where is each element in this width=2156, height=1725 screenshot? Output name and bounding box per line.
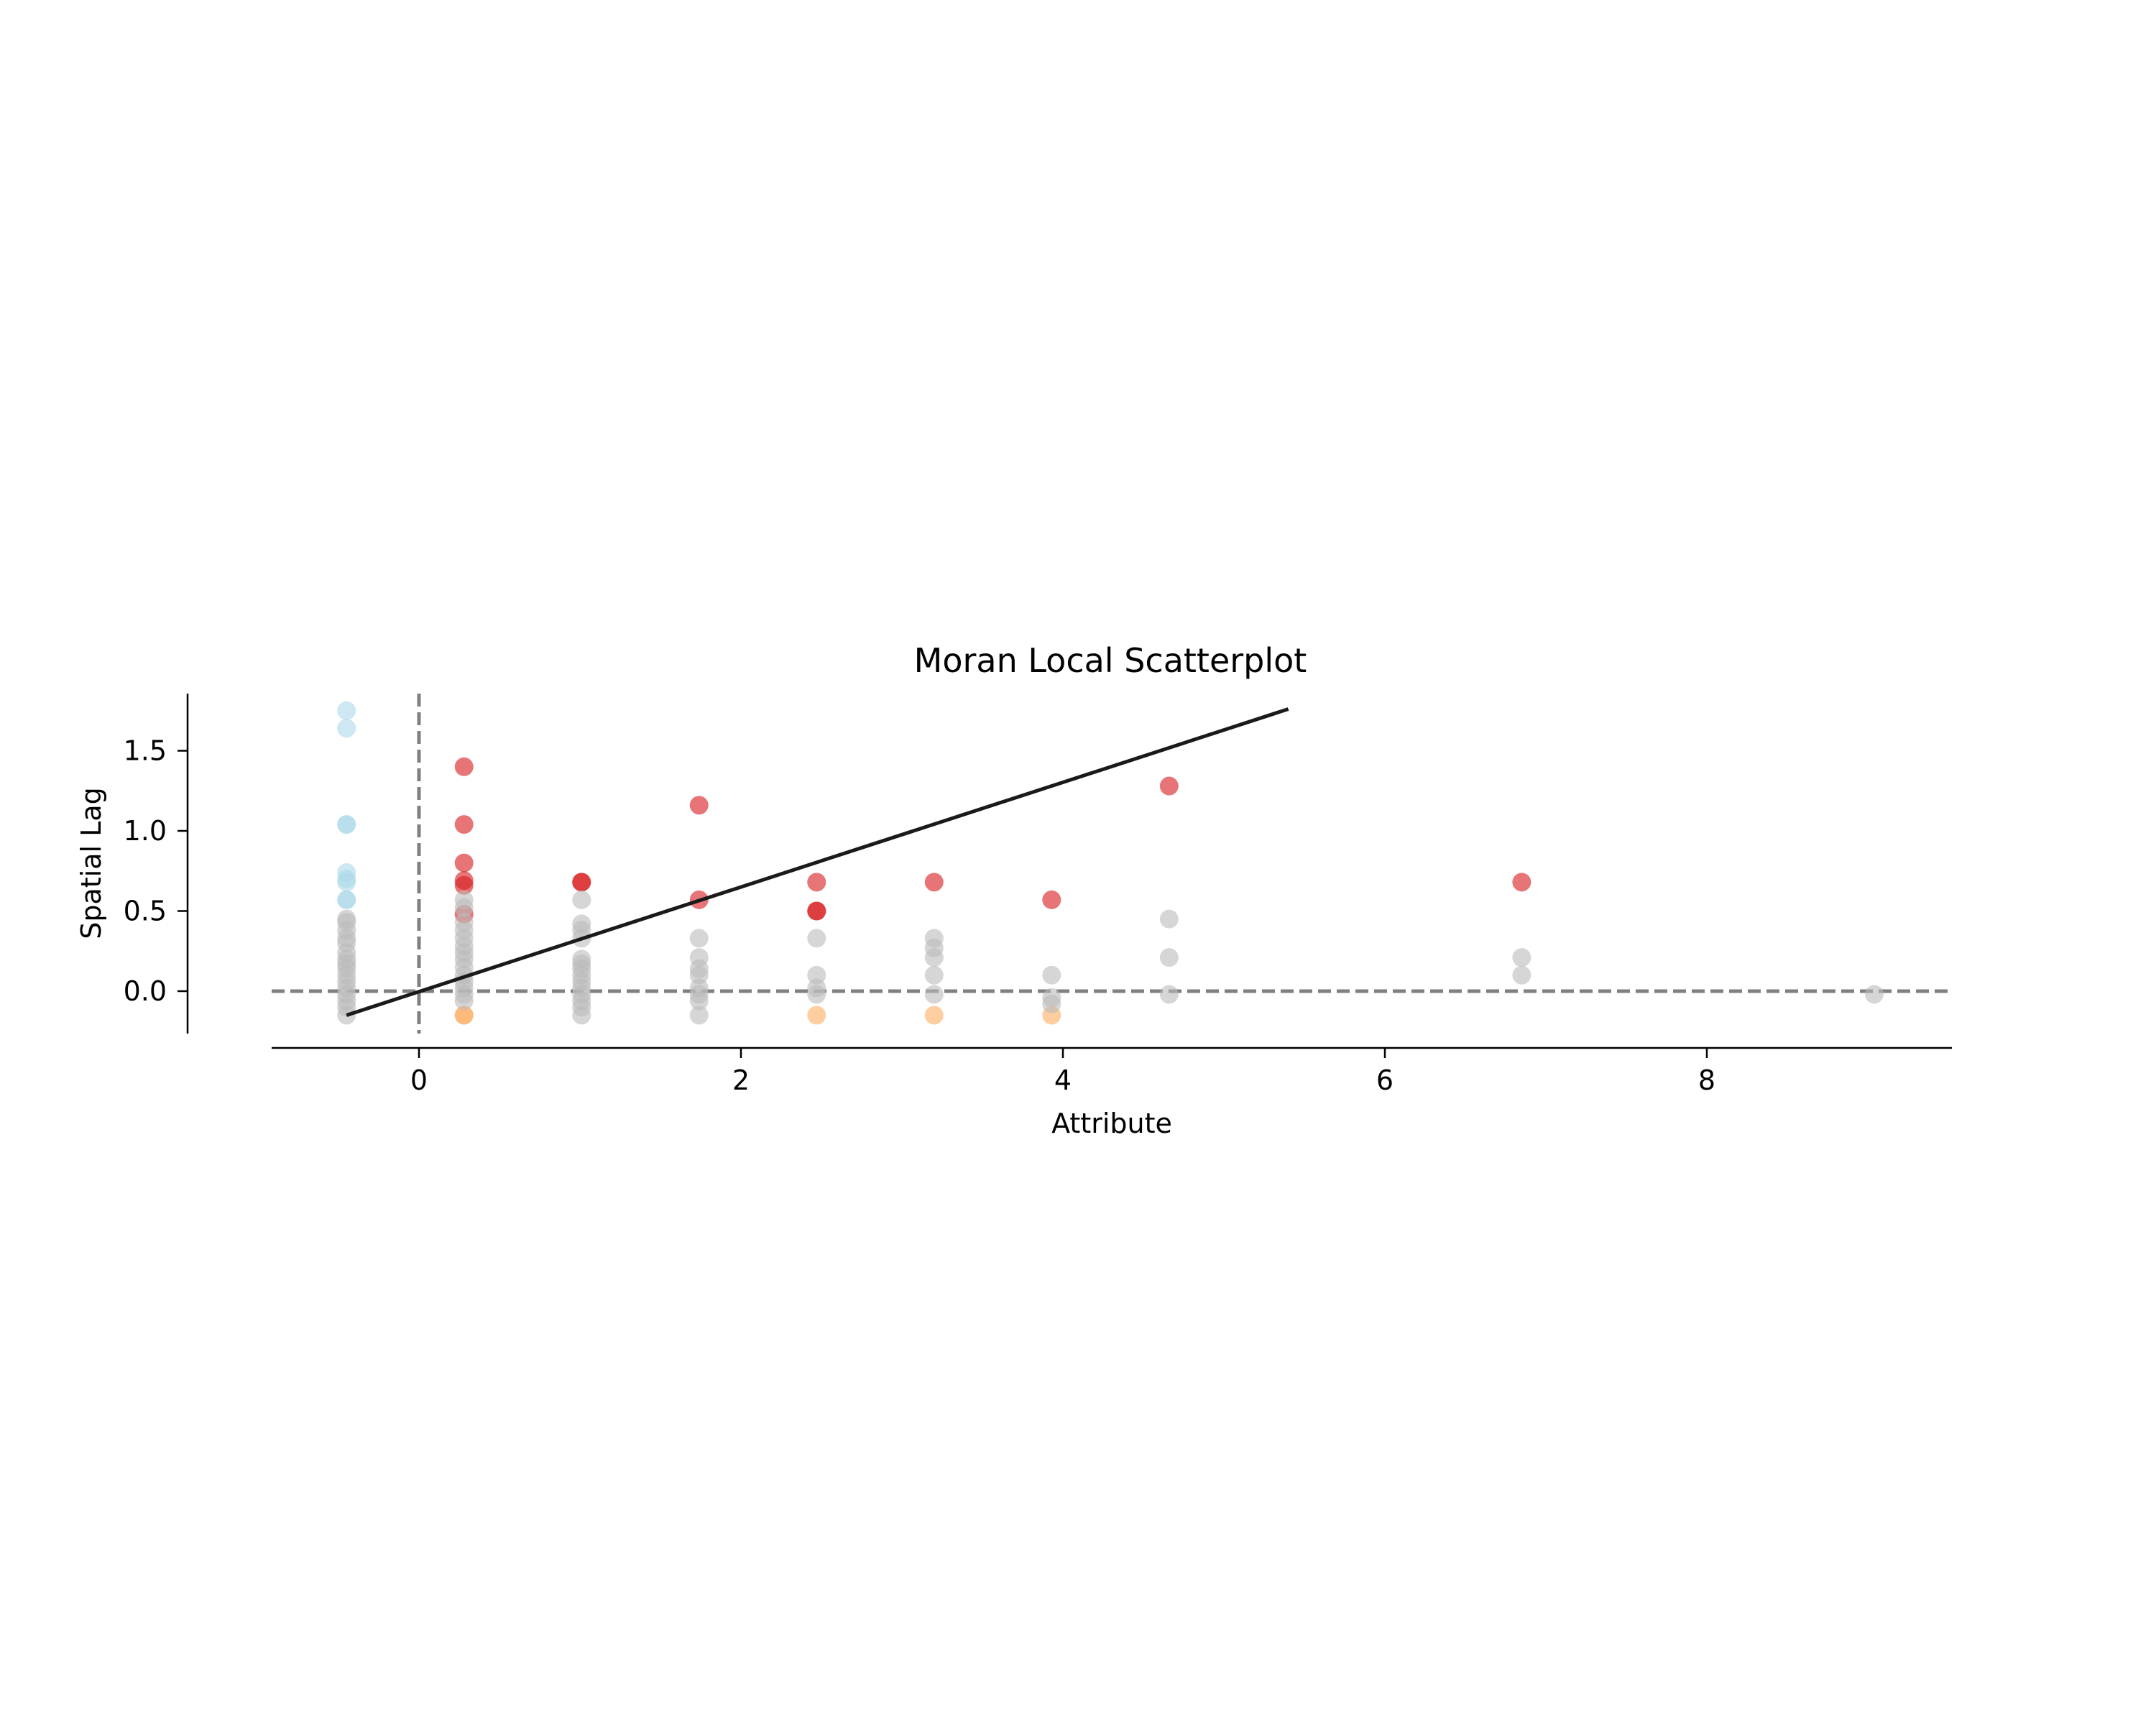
scatter-point-high-low (924, 1006, 944, 1025)
scatter-point-low-high (337, 890, 356, 909)
scatter-point-high-high (807, 901, 826, 921)
scatter-point-not-significant (689, 991, 709, 1011)
regression-line-group (346, 707, 1289, 1017)
scatter-point-not-significant (1042, 965, 1061, 985)
scatter-point-not-significant (689, 929, 709, 948)
x-tick-label: 6 (1376, 1064, 1393, 1096)
x-tick-label: 0 (410, 1064, 428, 1096)
scatter-point-not-significant (807, 965, 826, 985)
scatter-point-high-high (572, 873, 591, 892)
chart-title: Moran Local Scatterplot (914, 641, 1307, 680)
y-tick-label: 0.5 (124, 896, 167, 927)
scatter-point-not-significant (924, 985, 944, 1004)
scatter-point-not-significant (1864, 985, 1884, 1004)
scatter-point-high-low (454, 1006, 474, 1025)
scatter-point-not-significant (1512, 965, 1531, 985)
x-axis-ticks: 0 2 4 6 8 (410, 1048, 1715, 1096)
scatter-point-high-low (807, 1006, 826, 1025)
scatter-point-not-significant (1159, 909, 1179, 929)
scatter-point-high-high (454, 875, 474, 895)
scatter-point-not-significant (924, 965, 944, 985)
y-tick-label: 0.0 (124, 975, 167, 1007)
scatter-point-high-high (1042, 890, 1061, 909)
scatter-point-not-significant (689, 1006, 709, 1025)
scatter-points (337, 701, 1884, 1025)
reference-lines (272, 694, 1952, 1034)
scatter-point-not-significant (807, 985, 826, 1004)
scatter-point-not-significant (689, 965, 709, 985)
y-axis-ticks: 0.0 0.5 1.0 1.5 (124, 735, 188, 1007)
scatter-point-low-high (337, 873, 356, 892)
scatter-point-low-high (337, 719, 356, 738)
scatter-point-high-high (1512, 873, 1531, 892)
scatter-point-not-significant (1159, 985, 1179, 1004)
y-tick-label: 1.0 (124, 815, 167, 847)
scatter-point-high-high (689, 796, 709, 815)
scatter-point-not-significant (1159, 948, 1179, 967)
x-tick-label: 4 (1054, 1064, 1072, 1096)
scatter-point-not-significant (807, 929, 826, 948)
scatter-point-not-significant (454, 991, 474, 1011)
scatter-point-high-high (1159, 776, 1179, 796)
x-axis-label: Attribute (1051, 1108, 1172, 1139)
y-tick-label: 1.5 (124, 735, 167, 767)
scatter-point-high-high (924, 873, 944, 892)
y-axis-label: Spatial Lag (75, 787, 107, 939)
regression-line (346, 707, 1289, 1017)
scatter-point-high-high (454, 757, 474, 776)
scatter-point-not-significant (572, 1006, 591, 1025)
scatter-point-not-significant (1042, 994, 1061, 1013)
scatter-point-not-significant (572, 890, 591, 909)
x-tick-label: 2 (732, 1064, 750, 1096)
x-tick-label: 8 (1698, 1064, 1715, 1096)
scatter-point-not-significant (1512, 948, 1531, 967)
scatter-point-high-high (454, 815, 474, 834)
scatter-point-not-significant (924, 948, 944, 967)
scatter-point-high-high (807, 873, 826, 892)
scatter-point-not-significant (454, 898, 474, 918)
scatter-point-low-high (337, 701, 356, 720)
scatter-point-low-high (337, 815, 356, 834)
scatter-point-high-high (454, 853, 474, 873)
